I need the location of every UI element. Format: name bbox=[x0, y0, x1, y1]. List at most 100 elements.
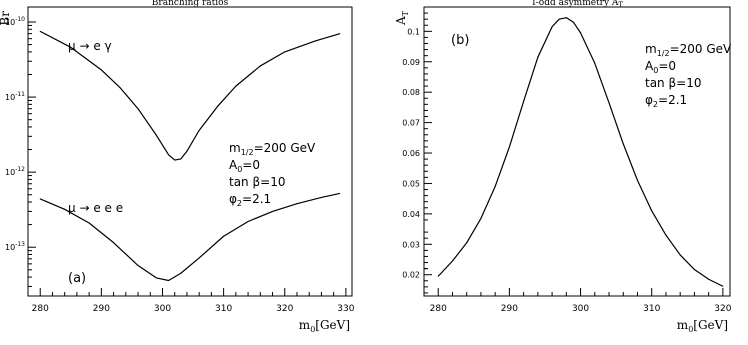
series-1-point bbox=[113, 242, 115, 244]
series-0-point bbox=[580, 32, 582, 34]
x-tick-label: 320 bbox=[276, 304, 293, 314]
series-1-point bbox=[296, 203, 298, 205]
chart-title: T-odd asymmetry AT bbox=[531, 0, 624, 9]
y-tick-label: 0.07 bbox=[402, 119, 420, 128]
series-0-point bbox=[339, 33, 341, 35]
x-tick-label: 290 bbox=[501, 304, 518, 314]
param-annotation: m1/2=200 GeV bbox=[645, 42, 732, 58]
series-1-point bbox=[339, 192, 341, 194]
y-tick-label: 10-11 bbox=[5, 91, 25, 102]
series-0-point bbox=[198, 129, 200, 131]
series-0-point bbox=[508, 146, 510, 148]
y-tick-label: 0.06 bbox=[402, 149, 420, 158]
param-annotation: A0=0 bbox=[645, 59, 676, 75]
y-tick-label: 10-10 bbox=[5, 16, 25, 27]
series-1-point bbox=[64, 208, 66, 210]
series-0-point bbox=[314, 40, 316, 42]
series-0-point bbox=[235, 85, 237, 87]
series-1-point bbox=[168, 280, 170, 282]
param-annotation: tan β=10 bbox=[645, 76, 701, 90]
series-1-point bbox=[88, 222, 90, 224]
chart-panel-b: T-odd asymmetry AT 280 290 300 310 320 m0[GeV]… bbox=[394, 0, 732, 334]
y-tick-label: 0.09 bbox=[402, 58, 420, 67]
series-0-point bbox=[494, 185, 496, 187]
series-0-point bbox=[168, 154, 170, 156]
y-tick-label: 0.08 bbox=[402, 88, 420, 97]
series-0-point bbox=[608, 102, 610, 104]
chart-panel-a: Branching ratios 280 290 300 310 320 330 m0[GeV… bbox=[0, 0, 355, 334]
x-tick-label: 300 bbox=[572, 304, 589, 314]
panel-label: (a) bbox=[68, 271, 86, 286]
series-1-point bbox=[180, 272, 182, 274]
series-0-point bbox=[523, 100, 525, 102]
series-0-point bbox=[259, 65, 261, 67]
series-0-point bbox=[437, 275, 439, 277]
series-0-point bbox=[70, 46, 72, 48]
param-annotation: tan β=10 bbox=[229, 175, 285, 189]
series-0-point bbox=[180, 158, 182, 160]
series-0-point bbox=[155, 134, 157, 136]
param-annotation: φ2=2.1 bbox=[229, 192, 271, 208]
x-tick-label: 310 bbox=[643, 304, 660, 314]
series-0-point bbox=[480, 217, 482, 219]
series-0-point bbox=[284, 51, 286, 53]
series-0-point bbox=[622, 143, 624, 145]
series-0-point bbox=[693, 269, 695, 271]
param-annotation: A0=0 bbox=[229, 158, 260, 174]
x-tick-label: 280 bbox=[430, 304, 447, 314]
y-tick-label: 0.05 bbox=[402, 179, 420, 188]
series-1-point bbox=[137, 265, 139, 267]
series-0-point bbox=[137, 108, 139, 110]
y-tick-label: 0.04 bbox=[402, 210, 420, 219]
series-1-point bbox=[155, 277, 157, 279]
series-0-point bbox=[665, 234, 667, 236]
x-tick-label: 290 bbox=[93, 304, 110, 314]
series-0-point bbox=[572, 21, 574, 23]
series-1-point bbox=[198, 257, 200, 259]
x-tick-label: 310 bbox=[215, 304, 232, 314]
plot-frame bbox=[27, 6, 353, 297]
series-0-point bbox=[537, 56, 539, 58]
y-tick-label: 10-13 bbox=[5, 241, 25, 252]
y-tick-label: 10-12 bbox=[5, 166, 25, 177]
y-tick-label: 0.02 bbox=[402, 271, 420, 280]
y-tick-label: 0.03 bbox=[402, 240, 420, 249]
x-tick-label: 280 bbox=[32, 304, 49, 314]
x-axis-label: m0[GeV] bbox=[677, 318, 728, 334]
series-1-point bbox=[272, 210, 274, 212]
plot-frame bbox=[423, 6, 731, 297]
series-0-point bbox=[594, 62, 596, 64]
series-0-point bbox=[174, 159, 176, 161]
series-0-point bbox=[651, 210, 653, 212]
series-1-point bbox=[39, 198, 41, 200]
series-0-point bbox=[466, 242, 468, 244]
series-0-point bbox=[679, 254, 681, 256]
series-0-point bbox=[119, 86, 121, 88]
chart-title: Branching ratios bbox=[152, 0, 229, 8]
x-tick-label: 300 bbox=[154, 304, 171, 314]
series-line-0 bbox=[437, 17, 724, 287]
series-0-point bbox=[722, 285, 724, 287]
x-axis-label: m0[GeV] bbox=[299, 318, 350, 334]
panel-label: (b) bbox=[451, 33, 469, 48]
series-0-point bbox=[451, 260, 453, 262]
param-annotation: m1/2=200 GeV bbox=[229, 141, 316, 157]
x-tick-label: 330 bbox=[337, 304, 354, 314]
series-1-point bbox=[247, 221, 249, 223]
param-annotation: φ2=2.1 bbox=[645, 93, 687, 109]
y-tick-label: 0.1 bbox=[407, 27, 420, 36]
series-0-point bbox=[558, 18, 560, 20]
series-1-point bbox=[223, 235, 225, 237]
series-0-point bbox=[186, 150, 188, 152]
y-axis-label: Br bbox=[0, 11, 12, 26]
series-0-point bbox=[565, 17, 567, 19]
series-0-point bbox=[217, 105, 219, 107]
series-0-point bbox=[708, 278, 710, 280]
series-1-point bbox=[320, 196, 322, 198]
series-label: μ → e γ bbox=[68, 39, 112, 53]
series-0-point bbox=[100, 69, 102, 71]
series-0-point bbox=[39, 30, 41, 32]
y-axis-label: AT bbox=[394, 10, 410, 26]
x-tick-label: 320 bbox=[714, 304, 731, 314]
